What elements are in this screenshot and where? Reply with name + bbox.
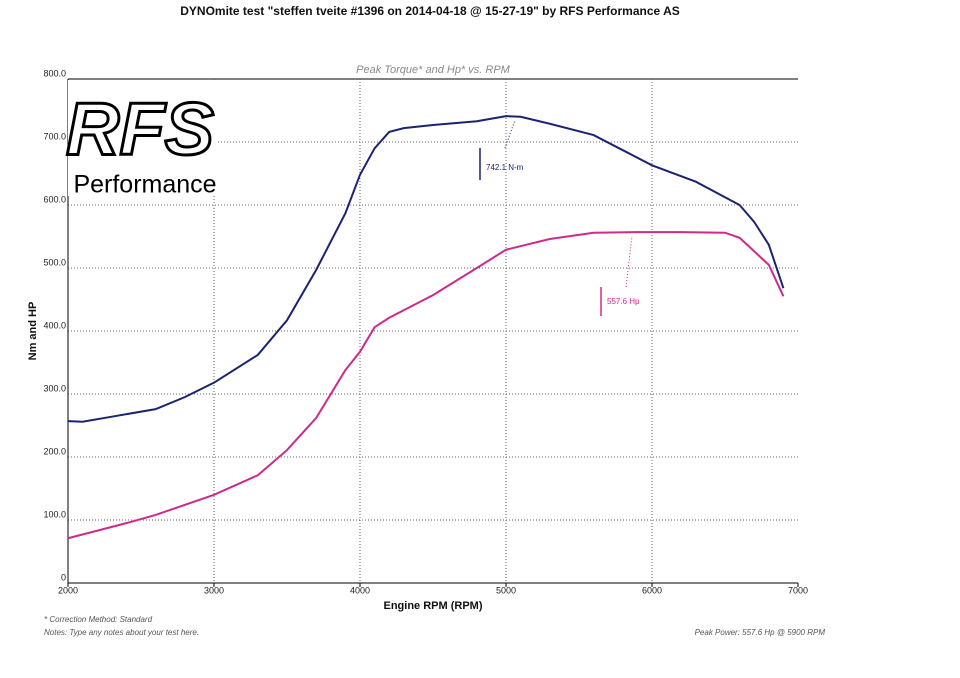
y-tick-label: 0 — [61, 572, 66, 582]
y-tick-label: 400.0 — [43, 320, 66, 330]
annotation: 742.1 N-m — [486, 163, 524, 172]
y-tick-label: 100.0 — [43, 509, 66, 519]
annotation: 557.6 Hp — [607, 297, 640, 306]
y-tick-label: 800.0 — [43, 68, 66, 78]
x-tick-label: 2000 — [58, 585, 78, 595]
x-axis-label: Engine RPM (RPM) — [384, 600, 483, 612]
torque-power-line — [67, 115, 785, 423]
chart-title: DYNOmite test "steffen tveite #1396 on 2… — [180, 4, 680, 18]
torque-power-line — [67, 231, 785, 540]
y-tick-label: 500.0 — [43, 257, 66, 267]
y-tick-label: 600.0 — [43, 194, 66, 204]
x-tick-label: 4000 — [350, 585, 370, 595]
y-tick-label: 200.0 — [43, 446, 66, 456]
annotation-arrow — [504, 119, 516, 149]
x-tick-label: 5000 — [496, 585, 516, 595]
y-tick-label: 700.0 — [43, 131, 66, 141]
logo-box — [68, 80, 216, 196]
x-tick-label: 3000 — [204, 585, 224, 595]
footer-notes: Notes: Type any notes about your test he… — [44, 628, 199, 637]
annotation-arrow — [625, 235, 633, 288]
y-axis-label: Nm and HP — [27, 302, 39, 361]
logo-top: RFS — [66, 88, 214, 171]
x-tick-label: 6000 — [642, 585, 662, 595]
footer-correction: * Correction Method: Standard — [44, 615, 153, 624]
y-tick-label: 300.0 — [43, 383, 66, 393]
x-tick-label: 7000 — [788, 585, 808, 595]
logo: RFS Performance — [65, 80, 217, 199]
logo-bottom: Performance — [73, 171, 216, 199]
chart-subtitle: Peak Torque* and Hp* vs. RPM — [356, 64, 511, 76]
footer-peak: Peak Power: 557.6 Hp @ 5900 RPM — [695, 628, 826, 637]
